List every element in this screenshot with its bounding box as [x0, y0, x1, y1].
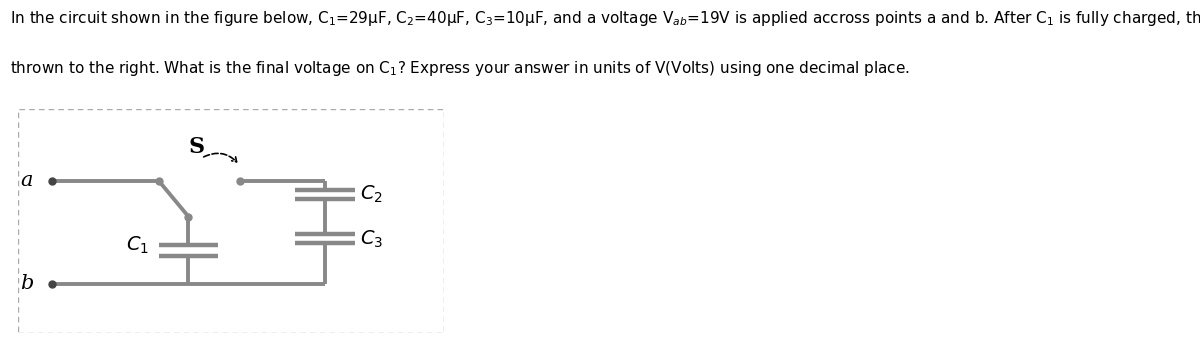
- FancyArrowPatch shape: [204, 153, 236, 162]
- Text: In the circuit shown in the figure below, C$_1$=29μF, C$_2$=40μF, C$_3$=10μF, an: In the circuit shown in the figure below…: [10, 8, 1200, 28]
- Text: a: a: [20, 171, 32, 190]
- Text: S: S: [188, 136, 205, 158]
- Text: b: b: [20, 274, 34, 293]
- Text: $C_2$: $C_2$: [360, 183, 383, 205]
- Text: $C_3$: $C_3$: [360, 228, 383, 250]
- Text: $C_1$: $C_1$: [126, 235, 149, 256]
- Text: thrown to the right. What is the final voltage on C$_1$? Express your answer in : thrown to the right. What is the final v…: [10, 59, 910, 79]
